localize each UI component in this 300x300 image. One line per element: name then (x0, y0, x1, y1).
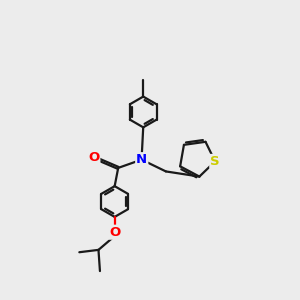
Text: O: O (109, 226, 120, 239)
Text: O: O (88, 151, 99, 164)
Text: N: N (136, 153, 147, 166)
Text: S: S (210, 155, 220, 168)
